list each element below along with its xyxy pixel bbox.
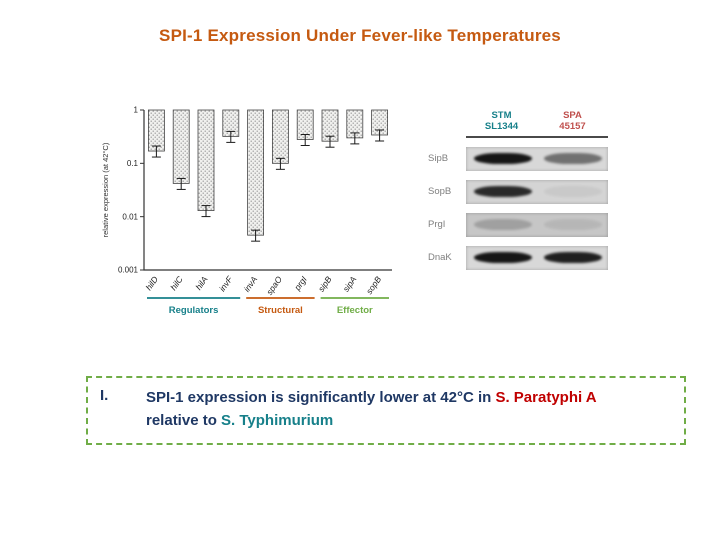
blot-lane-panel (466, 146, 608, 171)
x-tick-label: spaO (264, 274, 284, 297)
x-tick-label: hilD (143, 274, 160, 292)
x-tick-label: hilA (193, 274, 210, 292)
x-tick-label: sipB (316, 274, 334, 294)
y-tick-label: 0.001 (118, 266, 139, 275)
blot-row-label: SipB (428, 153, 449, 165)
group-label: Regulators (169, 305, 219, 316)
conclusion-stm: S. Typhimurium (221, 411, 334, 429)
x-tick-label: sopB (364, 274, 383, 296)
blot-row-label: DnaK (428, 252, 452, 264)
bar (172, 109, 190, 184)
y-tick-label: 0.1 (127, 159, 139, 168)
blot-band (544, 185, 602, 197)
conclusion-number: I. (100, 387, 109, 404)
x-tick-label: hilC (168, 274, 185, 292)
western-blot-panel: STM SL1344 SPA 45157 SipB SopB PrgI DnaK (428, 110, 618, 270)
conclusion-part2: relative to (146, 411, 222, 429)
slide-title: SPI-1 Expression Under Fever-like Temper… (159, 26, 561, 45)
x-tick-label: sipA (341, 274, 359, 294)
blot-lane-panel (466, 212, 608, 237)
blot-lane-panel (466, 245, 608, 270)
y-tick-label: 1 (134, 106, 139, 115)
conclusion-text: SPI-1 expression is significantly lower … (146, 387, 672, 432)
x-tick-label: prgI (292, 274, 310, 293)
x-tick-label: invA (242, 274, 260, 294)
blot-band (544, 152, 602, 164)
blot-band (474, 218, 532, 230)
blot-row-label: SopB (428, 186, 452, 198)
group-label: Structural (258, 305, 303, 316)
blot-row: PrgI (428, 212, 618, 237)
y-axis-label: relative expression (at 42°C) (101, 142, 110, 237)
blot-band (544, 251, 602, 263)
expression-bar-chart: 1 0.1 0.01 0.001 relative expression (at 42°… (101, 106, 392, 316)
y-tick-label: 0.01 (122, 212, 138, 221)
blot-lane-panel (466, 179, 608, 204)
bar (247, 109, 265, 236)
bar (271, 109, 289, 164)
conclusion-box: I. SPI-1 expression is significantly low… (86, 376, 686, 445)
blot-header-underline (466, 135, 608, 138)
bar (148, 109, 165, 152)
blot-row-label: PrgI (428, 219, 446, 231)
bar (197, 109, 215, 211)
blot-row: SipB (428, 146, 618, 171)
blot-band (474, 185, 532, 197)
blot-column-header: SPA 45157 (559, 110, 586, 133)
x-tick-label: invF (217, 274, 235, 294)
conclusion-spa: S. Paratyphi A (495, 389, 597, 406)
blot-band (474, 152, 532, 164)
blot-band (544, 218, 602, 230)
blot-row: SopB (428, 179, 618, 204)
blot-row: DnaK (428, 245, 618, 270)
group-label: Effector (337, 305, 373, 316)
blot-rows: SipB SopB PrgI DnaK (428, 146, 618, 270)
conclusion-part1: SPI-1 expression is significantly lower … (146, 389, 496, 406)
blot-headers: STM SL1344 SPA 45157 (466, 110, 618, 133)
blot-column-header: STM SL1344 (484, 110, 519, 133)
blot-band (474, 251, 532, 263)
